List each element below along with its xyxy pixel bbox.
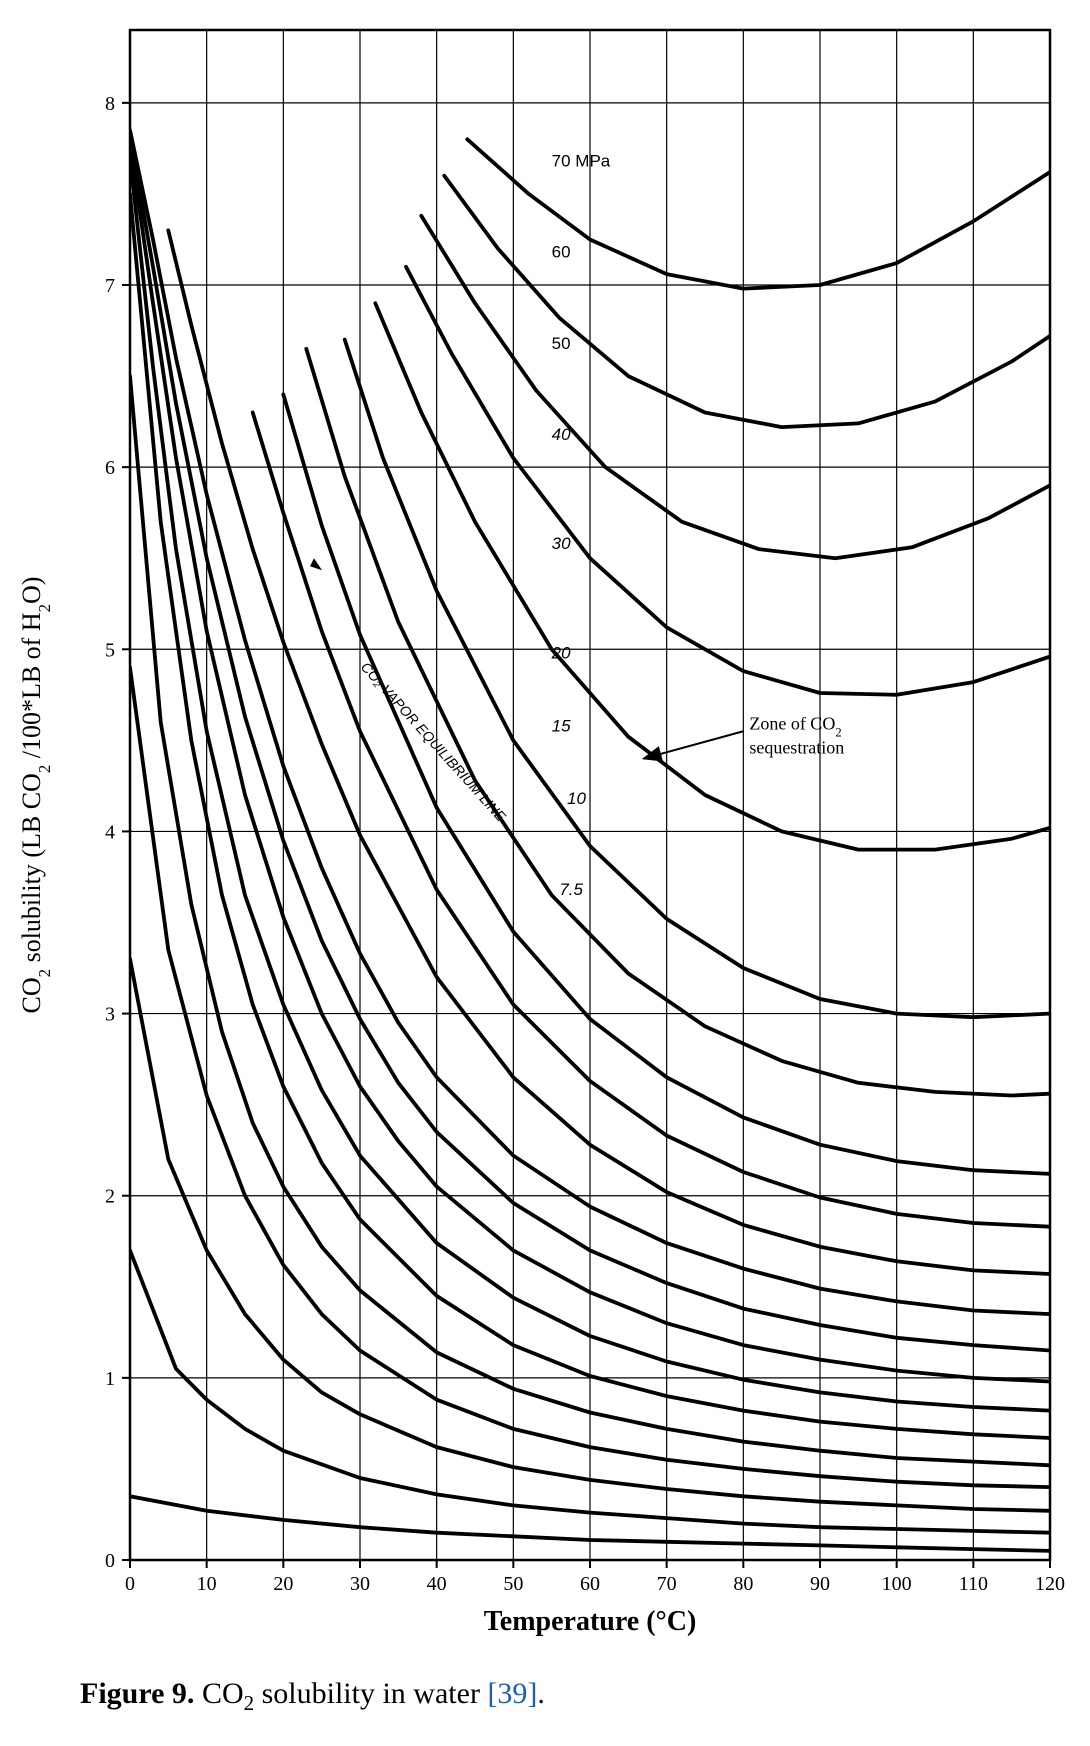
citation-ref: [39]	[487, 1677, 537, 1710]
svg-text:40: 40	[552, 425, 571, 444]
svg-text:70: 70	[657, 1573, 677, 1595]
svg-text:0: 0	[105, 1550, 115, 1572]
svg-text:30: 30	[350, 1573, 370, 1595]
page: 0 10 20 30 40 50 60 70 80 90 100 110 120 0 1 2 3 4 5 6 7 8 70 …	[0, 0, 1090, 1746]
svg-text:120: 120	[1035, 1573, 1065, 1595]
svg-text:70 MPa: 70 MPa	[552, 152, 611, 171]
figure-caption: Figure 9. CO2 solubility in water [39].	[80, 1677, 545, 1716]
svg-text:4: 4	[105, 821, 115, 843]
svg-text:60: 60	[580, 1573, 600, 1595]
svg-text:7.5: 7.5	[559, 880, 583, 899]
svg-text:40: 40	[427, 1573, 447, 1595]
caption-text: CO2 solubility in water	[202, 1677, 488, 1710]
figure-number: Figure 9.	[80, 1677, 194, 1710]
caption-period: .	[537, 1677, 545, 1710]
svg-text:110: 110	[959, 1573, 988, 1595]
svg-text:60: 60	[552, 243, 571, 262]
svg-text:7: 7	[105, 275, 115, 297]
solubility-chart: 0 10 20 30 40 50 60 70 80 90 100 110 120 0 1 2 3 4 5 6 7 8 70 …	[0, 0, 1090, 1640]
svg-text:100: 100	[882, 1573, 912, 1595]
svg-text:80: 80	[733, 1573, 753, 1595]
svg-text:CO2 solubility (LB CO2 /100*LB: CO2 solubility (LB CO2 /100*LB of H2O)	[17, 577, 54, 1014]
svg-text:10: 10	[197, 1573, 217, 1595]
svg-text:20: 20	[273, 1573, 293, 1595]
svg-text:5: 5	[105, 639, 115, 661]
svg-text:30: 30	[552, 534, 571, 553]
svg-text:20: 20	[551, 643, 571, 662]
svg-text:50: 50	[552, 334, 571, 353]
svg-text:8: 8	[105, 93, 115, 115]
svg-text:3: 3	[105, 1004, 115, 1026]
svg-text:6: 6	[105, 457, 115, 479]
svg-text:2: 2	[105, 1186, 115, 1208]
svg-text:1: 1	[105, 1368, 115, 1390]
svg-text:0: 0	[125, 1573, 135, 1595]
svg-text:15: 15	[552, 716, 571, 735]
svg-text:50: 50	[503, 1573, 523, 1595]
svg-text:90: 90	[810, 1573, 830, 1595]
svg-text:Temperature (°C): Temperature (°C)	[484, 1606, 697, 1637]
svg-text:10: 10	[567, 789, 586, 808]
svg-text:sequestration: sequestration	[749, 737, 844, 757]
